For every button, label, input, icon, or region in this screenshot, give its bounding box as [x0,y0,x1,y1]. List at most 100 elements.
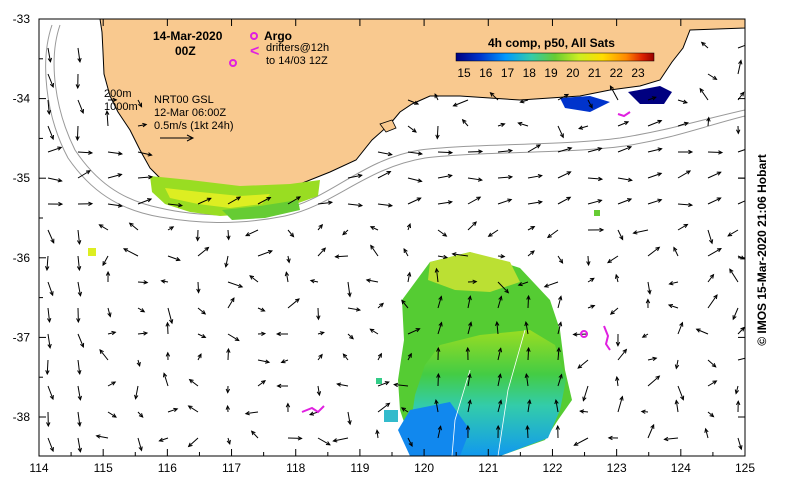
x-tick-label: 120 [414,461,434,475]
current-arrow [729,268,739,283]
drifter-track [603,325,611,351]
current-arrow [45,359,50,376]
current-arrow [375,429,380,439]
current-arrow [225,385,231,394]
current-arrow [609,85,619,101]
current-arrow [107,173,123,179]
argo-legend-label: Argo [264,29,292,43]
drifter-track [617,111,631,118]
current-arrow [525,424,530,439]
current-arrow [224,255,229,268]
x-tick-label: 124 [671,461,691,475]
current-arrow [102,255,109,267]
current-arrow [707,150,724,155]
current-arrow [706,116,711,127]
y-tick-label: -36 [13,251,31,265]
current-arrow [707,171,722,179]
scale-arrow-icon [160,134,195,142]
current-arrow [467,295,472,309]
argo-float-marker [580,330,588,338]
current-arrow [187,405,199,413]
current-arrow [257,380,266,387]
current-arrow [587,176,604,182]
current-arrow [467,321,473,335]
current-arrow [287,436,303,441]
current-arrow [244,411,259,416]
current-arrow [75,73,80,90]
current-arrow [407,197,422,205]
australia-landmass [99,19,745,191]
current-arrow [188,378,199,387]
current-arrow [287,229,295,238]
current-arrow [497,174,514,180]
current-arrow [76,229,82,246]
current-arrow [309,279,319,284]
current-arrow [195,229,200,242]
current-arrow [167,307,174,325]
current-arrow [587,199,603,205]
current-arrow [347,307,362,312]
current-arrow [526,346,531,361]
sst-coastal-speckle [560,96,610,112]
current-arrow [47,177,63,183]
current-arrow [347,281,352,298]
current-arrow [437,150,454,155]
current-arrow [225,404,230,413]
current-arrow [489,92,499,101]
current-arrow [317,353,323,361]
sst-south-patch [376,252,572,456]
current-arrow [95,434,109,439]
current-arrow [317,247,327,257]
current-arrow [737,200,745,205]
colorbar-tick-label: 17 [501,66,515,80]
current-arrow [257,359,271,364]
current-arrow [407,125,417,133]
current-arrow [401,299,409,309]
sst-small-patch [88,248,96,256]
current-arrow [336,382,349,387]
argo-legend-icon [250,32,258,40]
current-arrow [137,280,149,285]
current-arrow [527,226,536,231]
current-arrow [250,430,259,439]
current-arrow [735,400,741,413]
current-arrow [407,177,423,183]
contour-label-1000m: 1000m [104,101,138,113]
current-arrow [316,307,321,321]
colorbar-tick-label: 16 [479,66,493,80]
x-tick-label: 117 [222,461,241,475]
current-arrow [406,222,412,231]
current-arrow [578,125,589,130]
current-arrow [647,246,661,257]
current-arrow [668,281,679,286]
current-arrow [707,359,717,368]
current-arrow [47,73,54,89]
current-arrow [557,295,563,309]
drifter-track [301,405,325,414]
x-tick-label: 123 [607,461,627,475]
current-arrow [77,150,94,155]
current-arrow [377,151,393,157]
current-arrow [587,99,593,109]
current-arrow [674,399,679,413]
current-arrow [707,273,715,283]
current-arrow [437,321,443,335]
current-arrow [46,99,52,116]
current-arrow [393,382,409,388]
current-arrow [407,99,420,105]
colorbar-tick-label: 21 [588,66,602,80]
current-arrow [587,147,603,153]
current-arrow [406,271,412,283]
current-arrow [227,297,235,309]
current-arrow [437,229,448,237]
current-arrow [707,380,718,387]
current-arrow [227,281,244,288]
current-arrow [707,247,722,257]
current-arrow [555,424,560,439]
current-arrow [735,125,741,135]
current-arrow [557,146,573,153]
current-arrow [617,198,633,205]
current-arrow [284,271,290,283]
current-arrow [197,197,212,205]
current-arrow [435,125,440,140]
